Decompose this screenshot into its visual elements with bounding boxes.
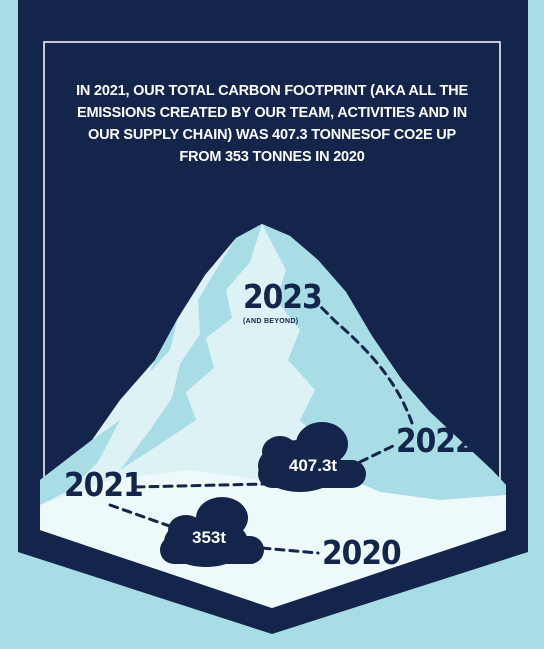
and-beyond-label: (AND BEYOND) (243, 318, 299, 325)
mountain-shadow (262, 224, 506, 555)
cloud-407 (258, 422, 366, 492)
emissions-2021-value: 407.3t (288, 456, 338, 475)
mountain-shadow (150, 318, 178, 372)
year-2022-label: 2022 (396, 421, 476, 460)
emissions-2020-value: 353t (191, 528, 227, 547)
mountain-shadow (40, 420, 120, 505)
mountain-shadow (120, 224, 262, 470)
snow-field (40, 470, 506, 608)
path-407-2022 (358, 444, 395, 464)
year-2020-label: 2020 (322, 533, 402, 572)
year-2021-label: 2021 (64, 465, 144, 504)
path-353-2020 (260, 546, 320, 555)
path-2020-2021 (108, 503, 177, 530)
intro-text: IN 2021, OUR TOTAL CARBON FOOTPRINT (AKA… (76, 83, 468, 165)
cloud-353 (160, 497, 264, 567)
year-2023-label: 2023 (243, 277, 323, 316)
timeline-path (108, 304, 414, 555)
path-2021-407 (134, 482, 266, 489)
path-2022-2023 (318, 304, 414, 425)
